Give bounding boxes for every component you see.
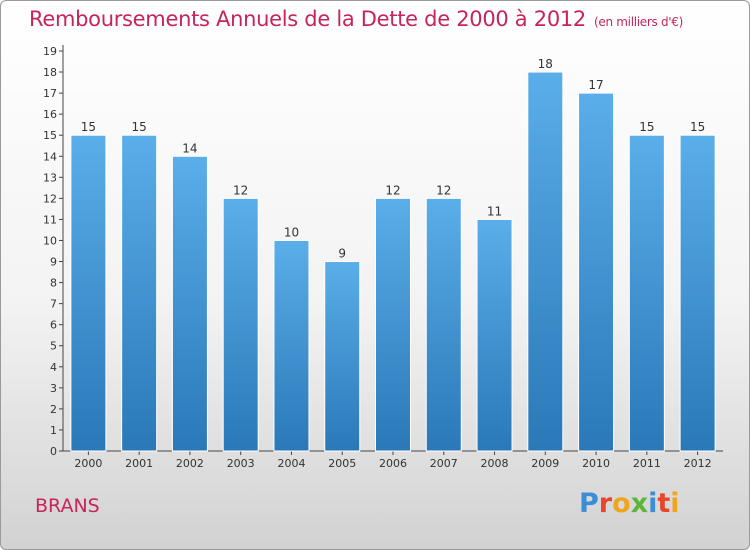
y-tick-label: 12 bbox=[43, 192, 57, 205]
x-tick-label: 2000 bbox=[74, 457, 102, 470]
bar bbox=[578, 92, 615, 452]
x-tick-label: 2010 bbox=[582, 457, 610, 470]
x-tick-label: 2001 bbox=[125, 457, 153, 470]
y-tick-label: 11 bbox=[43, 213, 57, 226]
chart-labels: 15 15 14 12 10 9 12 12 11 18 17 15 15 bbox=[81, 57, 706, 260]
y-tick-label: 4 bbox=[50, 361, 57, 374]
x-tick-label: 2006 bbox=[379, 457, 407, 470]
town-name: BRANS bbox=[35, 495, 100, 517]
chart-title: Remboursements Annuels de la Dette de 20… bbox=[29, 7, 683, 31]
bar-value-label: 10 bbox=[284, 225, 299, 239]
logo-letter: r bbox=[598, 488, 613, 519]
x-tick-label: 2005 bbox=[328, 457, 356, 470]
y-tick-label: 15 bbox=[43, 129, 57, 142]
logo-letter: i bbox=[670, 488, 680, 519]
bar-value-label: 15 bbox=[639, 120, 654, 134]
bar-value-label: 12 bbox=[233, 183, 248, 197]
bar bbox=[273, 239, 310, 452]
x-tick-label: 2012 bbox=[684, 457, 712, 470]
x-tick-label: 2002 bbox=[176, 457, 204, 470]
y-tick-label: 1 bbox=[50, 424, 57, 437]
bar-value-label: 12 bbox=[385, 183, 400, 197]
logo-letter: t bbox=[657, 488, 671, 519]
bar-value-label: 11 bbox=[487, 204, 502, 218]
y-tick-label: 5 bbox=[50, 340, 57, 353]
logo-letter: P bbox=[579, 488, 599, 519]
logo-letter: o bbox=[612, 488, 631, 519]
proxiti-logo: Proxiti bbox=[579, 488, 680, 519]
y-tick-label: 14 bbox=[43, 150, 57, 163]
y-tick-label: 18 bbox=[43, 66, 57, 79]
y-tick-label: 13 bbox=[43, 171, 57, 184]
x-tick-label: 2008 bbox=[481, 457, 509, 470]
bar bbox=[527, 71, 564, 452]
bar bbox=[425, 197, 462, 452]
bar-value-label: 15 bbox=[132, 120, 147, 134]
bar bbox=[628, 134, 665, 452]
bar-value-label: 18 bbox=[538, 57, 553, 71]
bar bbox=[70, 134, 107, 452]
chart-bars bbox=[70, 71, 716, 452]
bar bbox=[375, 197, 411, 452]
chart-unit: (en milliers d'€) bbox=[594, 15, 684, 29]
bar bbox=[121, 134, 158, 452]
logo-letter: x bbox=[630, 488, 649, 519]
y-tick-label: 17 bbox=[43, 87, 57, 100]
bar bbox=[476, 218, 513, 452]
bar-value-label: 12 bbox=[436, 183, 451, 197]
bar-value-label: 15 bbox=[690, 120, 705, 134]
y-tick-label: 0 bbox=[50, 445, 57, 458]
y-tick-label: 3 bbox=[50, 382, 57, 395]
y-tick-label: 8 bbox=[50, 277, 57, 290]
bar bbox=[679, 134, 716, 452]
x-tick-label: 2003 bbox=[227, 457, 255, 470]
y-tick-label: 19 bbox=[43, 45, 57, 58]
bar-value-label: 15 bbox=[81, 120, 96, 134]
x-tick-label: 2011 bbox=[633, 457, 661, 470]
chart-title-text: Remboursements Annuels de la Dette de 20… bbox=[29, 7, 586, 31]
y-tick-label: 9 bbox=[50, 256, 57, 269]
y-tick-label: 10 bbox=[43, 234, 57, 247]
x-tick-label: 2004 bbox=[277, 457, 305, 470]
bar bbox=[171, 155, 208, 452]
bar-value-label: 14 bbox=[182, 141, 197, 155]
y-tick-label: 2 bbox=[50, 403, 57, 416]
y-tick-label: 7 bbox=[50, 298, 57, 311]
bar bbox=[324, 261, 361, 452]
y-tick-label: 6 bbox=[50, 319, 57, 332]
logo-letter: i bbox=[648, 488, 658, 519]
bar bbox=[222, 197, 259, 452]
bar-value-label: 17 bbox=[588, 78, 603, 92]
x-tick-label: 2009 bbox=[531, 457, 559, 470]
y-tick-label: 16 bbox=[43, 108, 57, 121]
x-tick-label: 2007 bbox=[430, 457, 458, 470]
bar-value-label: 9 bbox=[338, 247, 346, 261]
